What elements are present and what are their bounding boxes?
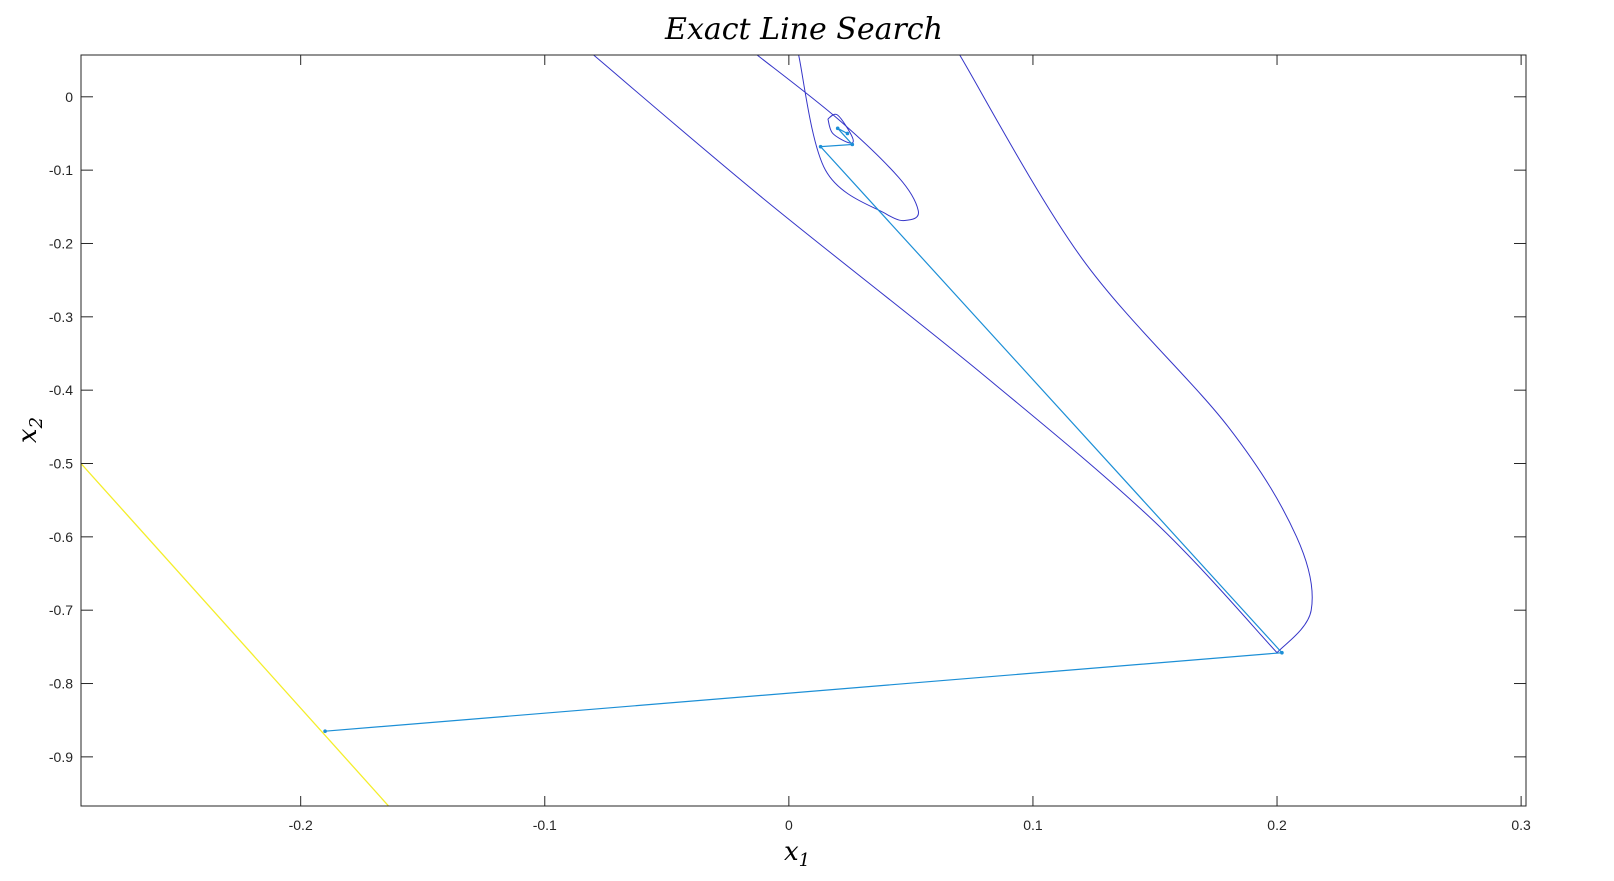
y-tick-label: 0 bbox=[65, 89, 73, 105]
y-axis-label-main: x bbox=[13, 428, 43, 443]
x-tick-label: 0.3 bbox=[1511, 817, 1531, 833]
x-tick-label: -0.2 bbox=[289, 817, 313, 833]
y-axis-ticks: 0 -0.1 -0.2 -0.3 -0.4 -0.5 -0.6 -0.7 -0.8 -0.9 bbox=[49, 89, 1526, 765]
boundary-lines bbox=[81, 463, 390, 806]
x-tick-label: -0.1 bbox=[533, 817, 557, 833]
y-axis-label-sub: 2 bbox=[26, 417, 47, 429]
x-tick-label: 0.1 bbox=[1023, 817, 1043, 833]
y-tick-label: -0.5 bbox=[49, 456, 73, 472]
iterate-point bbox=[1280, 650, 1284, 655]
contour-curve bbox=[827, 113, 854, 144]
y-axis-label: x2 bbox=[13, 417, 47, 443]
y-tick-label: -0.8 bbox=[49, 676, 73, 692]
descent-path bbox=[323, 126, 1284, 733]
y-tick-label: -0.1 bbox=[49, 162, 73, 178]
x-tick-label: 0 bbox=[785, 817, 793, 833]
contour-curve bbox=[756, 55, 919, 222]
x-axis-label-sub: 1 bbox=[799, 850, 810, 871]
iterate-point bbox=[845, 131, 850, 136]
y-tick-label: -0.6 bbox=[49, 529, 73, 545]
y-tick-label: -0.9 bbox=[49, 749, 73, 765]
y-tick-label: -0.7 bbox=[49, 602, 73, 618]
y-tick-label: -0.2 bbox=[49, 235, 73, 251]
iterate-point bbox=[835, 126, 840, 131]
y-tick-label: -0.4 bbox=[49, 382, 73, 398]
plot-area bbox=[81, 55, 1313, 806]
x-axis-ticks: -0.2 -0.1 0 0.1 0.2 0.3 bbox=[289, 55, 1531, 833]
axes-box bbox=[80, 54, 1527, 807]
chart-title: Exact Line Search bbox=[664, 12, 943, 47]
contour-curve bbox=[593, 55, 1278, 654]
x-tick-label: 0.2 bbox=[1267, 817, 1287, 833]
contour-curve bbox=[959, 55, 1313, 654]
iterate-point bbox=[818, 144, 823, 149]
x-axis-label: x1 bbox=[784, 837, 810, 871]
iterate-point bbox=[323, 729, 327, 733]
iterate-point bbox=[850, 142, 855, 147]
y-tick-label: -0.3 bbox=[49, 309, 73, 325]
boundary-line bbox=[81, 463, 390, 806]
contour-lines bbox=[593, 55, 1313, 654]
x-axis-label-main: x bbox=[784, 837, 799, 867]
descent-path-line bbox=[325, 127, 1284, 732]
